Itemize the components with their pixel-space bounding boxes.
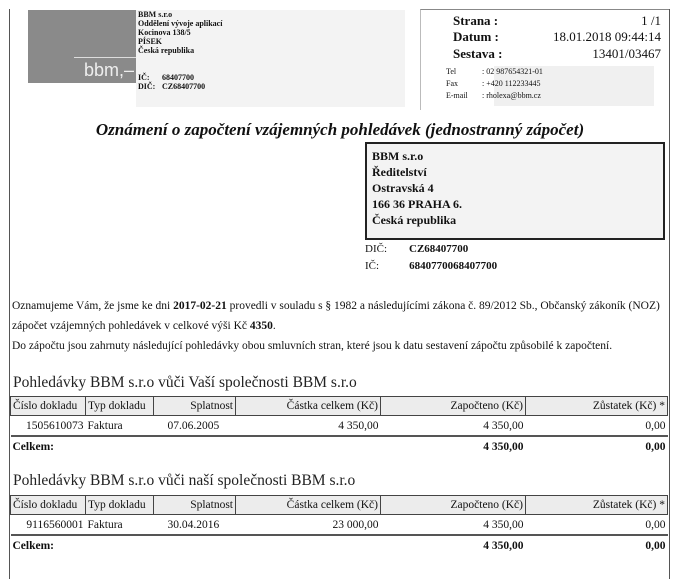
fax-value: : +420 112233445: [482, 79, 541, 88]
section-heading: Pohledávky BBM s.r.o vůči naší společnos…: [13, 472, 356, 489]
recipient-dic: DIČ: CZ68407700: [365, 243, 469, 255]
address-line: Česká republika: [372, 213, 457, 227]
document-title: Oznámení o započtení vzájemných pohledáv…: [95, 120, 585, 139]
company-department: Oddělení vývoje aplikací: [138, 19, 223, 28]
page-frame: [9, 9, 670, 579]
email-link[interactable]: : rholexa@bbm.cz: [482, 91, 541, 100]
recipient-address: BBM s.r.o Ředitelství Ostravská 4 166 36…: [365, 142, 665, 240]
report-date: Datum :18.01.2018 09:44:14: [453, 29, 661, 44]
address-line: BBM s.r.o: [372, 149, 424, 163]
company-ic: IČ: 68407700: [138, 73, 194, 82]
company-info: BBM s.r.o Oddělení vývoje aplikací Kocin…: [136, 10, 405, 107]
page-number: Strana :1 /1: [453, 13, 661, 28]
company-logo: bbm,–: [28, 10, 136, 83]
total-row: Celkem: 4 350,00 0,00: [10, 435, 668, 457]
company-name: BBM s.r.o: [138, 10, 173, 19]
company-country: Česká republika: [138, 46, 195, 55]
table-row: 1505610073 Faktura 07.06.2005 4 350,00 4 350…: [26, 419, 666, 432]
table-row: 9116560001 Faktura 30.04.2016 23 000,00 4 35…: [26, 518, 666, 531]
logo-text: bbm,–: [83, 60, 134, 80]
table-header: Číslo dokladu Typ dokladu Splatnost Částka …: [10, 396, 668, 416]
company-street: Kocinova 138/5: [138, 28, 191, 37]
company-city: PÍSEK: [138, 37, 163, 46]
tel-value: : 02 987654321-01: [482, 67, 543, 76]
notice-text: Oznamujeme Vám, že jsme ke dni 2017-02-2…: [12, 300, 660, 352]
report-header: Strana :1 /1 Datum :18.01.2018 09:44:14 …: [420, 9, 669, 110]
address-line: 166 36 PRAHA 6.: [372, 197, 462, 211]
contact-info: Tel: 02 987654321-01 Fax: +420 112233445…: [446, 66, 654, 106]
address-line: Ostravská 4: [372, 181, 434, 195]
company-dic: DIČ: CZ68407700: [138, 82, 206, 91]
section-heading: Pohledávky BBM s.r.o vůči Vaší společnos…: [13, 374, 357, 391]
address-line: Ředitelství: [372, 165, 427, 179]
table-header: Číslo dokladu Typ dokladu Splatnost Částka …: [10, 495, 668, 515]
report-set: Sestava :13401/03467: [453, 46, 661, 61]
receivables-table-1: Číslo dokladu Typ dokladu Splatnost Částka …: [10, 396, 668, 457]
receivables-table-2: Číslo dokladu Typ dokladu Splatnost Částka …: [10, 495, 668, 556]
total-row: Celkem: 4 350,00 0,00: [10, 534, 668, 556]
recipient-ic: IČ: 6840770068407700: [365, 260, 498, 272]
